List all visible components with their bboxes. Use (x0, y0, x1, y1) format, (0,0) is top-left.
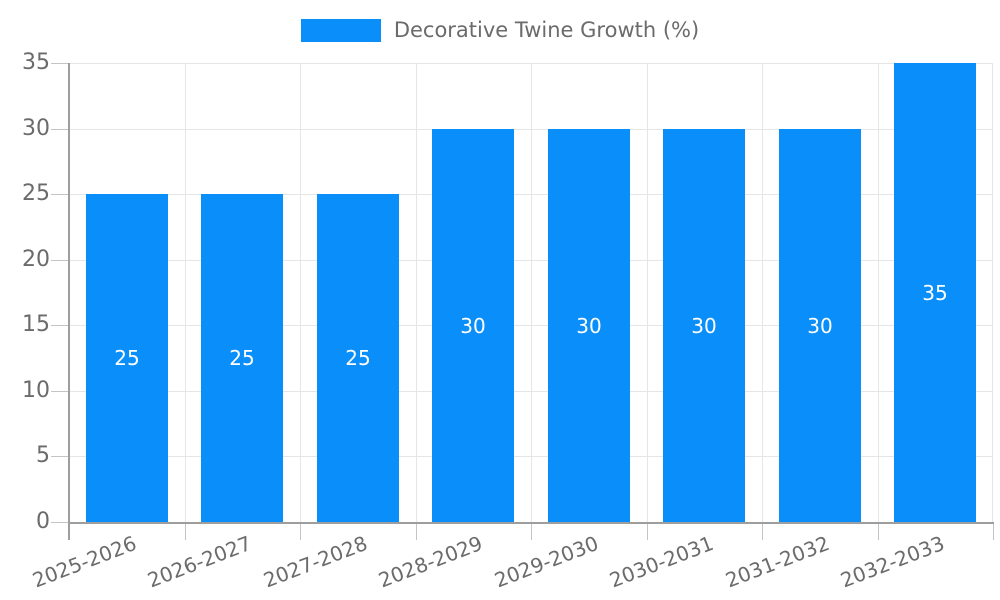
legend-item[interactable]: Decorative Twine Growth (%) (300, 17, 700, 43)
y-axis-tick (51, 63, 68, 64)
y-axis-label: 5 (36, 443, 50, 468)
bar[interactable] (86, 194, 168, 522)
bar-value-label: 30 (691, 314, 717, 338)
y-axis-tick (51, 129, 68, 130)
x-axis-label: 2026-2027 (144, 531, 255, 593)
y-axis-label: 30 (22, 116, 50, 141)
x-axis-label: 2030-2031 (606, 531, 717, 593)
gridline-vertical (762, 63, 763, 522)
bar[interactable] (317, 194, 399, 522)
bar[interactable] (894, 63, 976, 522)
y-axis-label: 15 (22, 312, 50, 337)
gridline-vertical (531, 63, 532, 522)
y-axis-tick (51, 194, 68, 195)
y-axis-line (68, 63, 70, 540)
bar[interactable] (548, 129, 630, 522)
y-axis-tick (51, 260, 68, 261)
x-axis-label: 2031-2032 (722, 531, 833, 593)
bar-value-label: 25 (229, 346, 255, 370)
x-axis-tick (993, 524, 994, 540)
x-axis-label: 2025-2026 (29, 531, 140, 593)
x-axis-label: 2032-2033 (837, 531, 948, 593)
gridline-vertical (647, 63, 648, 522)
gridline-vertical (185, 63, 186, 522)
legend-label: Decorative Twine Growth (%) (393, 18, 700, 42)
bar-value-label: 30 (460, 314, 486, 338)
gridline-vertical (992, 63, 993, 522)
gridline-vertical (300, 63, 301, 522)
bar-value-label: 30 (576, 314, 602, 338)
legend: Decorative Twine Growth (%) (0, 17, 1000, 43)
y-axis-label: 35 (22, 50, 50, 75)
x-axis-label: 2027-2028 (260, 531, 371, 593)
x-axis-tick (185, 524, 186, 540)
plot-area: 25 25 25 30 30 30 30 35 (69, 63, 993, 522)
gridline-vertical (416, 63, 417, 522)
gridline-vertical (878, 63, 879, 522)
bar-value-label: 30 (807, 314, 833, 338)
y-axis-tick (51, 522, 68, 523)
y-axis-tick (51, 456, 68, 457)
x-axis-tick (300, 524, 301, 540)
y-axis-label: 0 (36, 509, 50, 534)
y-axis-label: 20 (22, 247, 50, 272)
y-axis-tick (51, 325, 68, 326)
bar[interactable] (432, 129, 514, 522)
x-axis-label: 2029-2030 (491, 531, 602, 593)
x-axis-tick (647, 524, 648, 540)
bar[interactable] (663, 129, 745, 522)
x-axis-tick (762, 524, 763, 540)
bar-value-label: 25 (345, 346, 371, 370)
x-axis-tick (416, 524, 417, 540)
x-axis-line (68, 522, 994, 524)
x-axis-tick (878, 524, 879, 540)
bar-value-label: 25 (114, 346, 140, 370)
bar-value-label: 35 (922, 281, 948, 305)
y-axis-label: 25 (22, 181, 50, 206)
y-axis-label: 10 (22, 378, 50, 403)
legend-swatch (300, 18, 381, 42)
bar[interactable] (201, 194, 283, 522)
x-axis-label: 2028-2029 (375, 531, 486, 593)
x-axis-tick (531, 524, 532, 540)
y-axis-tick (51, 391, 68, 392)
bar[interactable] (779, 129, 861, 522)
